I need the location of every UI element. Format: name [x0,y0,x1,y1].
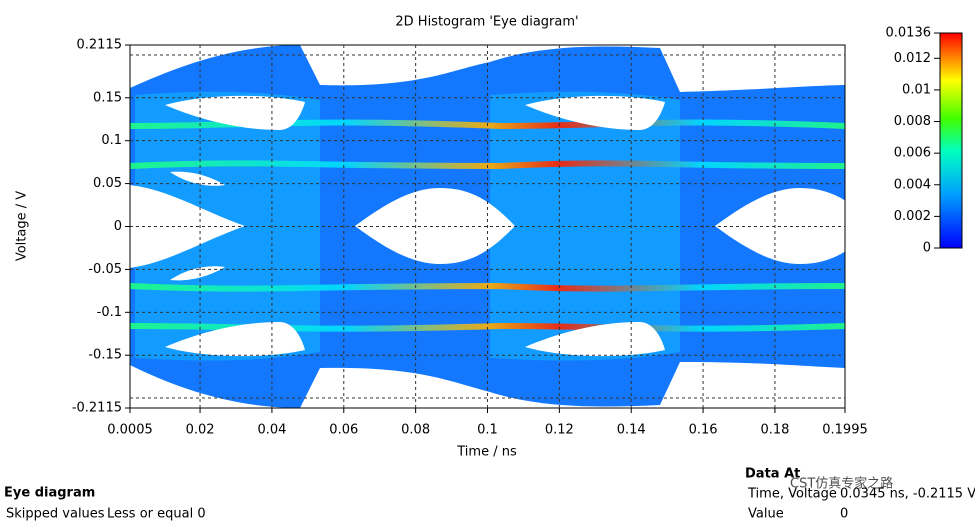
colorbar-tick-label: 0.006 [894,146,931,161]
y-tick-label: 0.2115 [77,38,123,53]
x-tick-label: 0.06 [329,423,358,438]
data-at: Data At [745,467,800,482]
y-tick-label: -0.1 [97,305,122,320]
x-axis-label: Time / ns [456,445,517,460]
x-tick-label: 0.08 [401,423,430,438]
y-tick-label: -0.05 [88,262,122,277]
value: 0 [840,507,848,522]
chart-title: 2D Histogram 'Eye diagram' [395,15,578,30]
y-tick-label: -0.15 [88,348,122,363]
y-tick-label: 0 [114,219,122,234]
x-tick-label: 0.18 [760,423,789,438]
colorbar-tick-label: 0.004 [894,177,931,192]
colorbar-tick-label: 0.002 [894,209,931,224]
x-tick-label: 0.0005 [107,423,153,438]
y-tick-label: 0.05 [93,176,122,191]
coord-value: 0.0345 ns, -0.2115 V [840,487,975,502]
x-tick-label: 0.16 [689,423,718,438]
colorbar-tick-label: 0.008 [894,114,931,129]
y-axis-label: Voltage / V [15,191,30,261]
colorbar-tick-label: 0 [923,241,931,256]
y-tick-label: 0.1 [101,133,122,148]
footer-title: Eye diagram [4,486,95,501]
x-tick-label: 0.14 [617,423,646,438]
x-tick-label: 0.04 [257,423,286,438]
y-tick-label: 0.15 [93,90,122,105]
y-tick-label: -0.2115 [72,401,122,416]
colorbar [939,32,963,249]
x-tick-label: 0.1995 [822,423,868,438]
skipped-label: Skipped values [6,507,105,522]
x-tick-label: 0.12 [545,423,574,438]
colorbar-tick-label: 0.01 [902,82,931,97]
eye-image [130,45,845,408]
colorbar-tick-label: 0.0136 [886,26,932,41]
value-label: Value [748,507,784,522]
colorbar-tick-label: 0.012 [894,51,931,66]
watermark: CST仿真专家之路 [790,476,893,492]
skipped-value: Less or equal 0 [107,507,206,522]
coord-label: Time, Voltage [747,487,837,502]
x-tick-label: 0.02 [186,423,215,438]
x-tick-label: 0.1 [477,423,498,438]
